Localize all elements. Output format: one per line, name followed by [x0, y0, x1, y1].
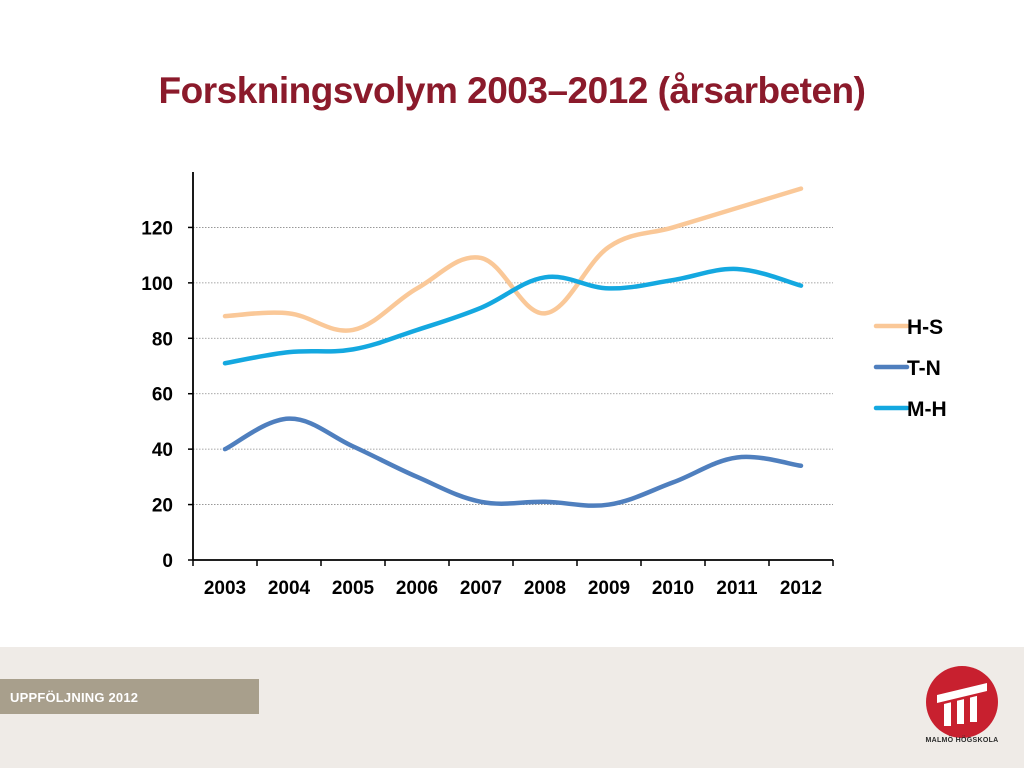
y-tick-label: 60: [152, 385, 173, 406]
x-tick-label: 2006: [396, 578, 438, 599]
x-tick-label: 2008: [524, 578, 566, 599]
x-tick-label: 2011: [716, 578, 758, 599]
footer-label: UPPFÖLJNING 2012: [10, 690, 139, 705]
series-line-m-h: [222, 266, 804, 366]
legend-label-h-s: H-S: [907, 316, 943, 339]
legend-label-m-h: M-H: [907, 398, 947, 421]
y-tick-label: 120: [141, 218, 173, 239]
legend-label-t-n: T-N: [907, 357, 941, 380]
logo-wordmark: MALMÖ HÖGSKOLA: [925, 737, 999, 744]
slide-title: Forskningsvolym 2003–2012 (årsarbeten): [158, 70, 866, 111]
y-tick-label: 40: [152, 440, 173, 461]
y-tick-label: 20: [152, 496, 173, 517]
x-tick-label: 2009: [588, 578, 630, 599]
series-line-h-s: [222, 186, 804, 333]
x-tick-label: 2004: [268, 578, 311, 599]
y-tick-label: 80: [152, 329, 173, 350]
y-tick-label: 0: [162, 551, 173, 572]
malmo-hogskola-logo: [926, 666, 998, 738]
x-tick-label: 2003: [204, 578, 246, 599]
x-tick-label: 2010: [652, 578, 694, 599]
footer-label-band: [0, 679, 259, 714]
y-tick-label: 100: [141, 274, 173, 295]
x-tick-label: 2005: [332, 578, 375, 599]
series-line-t-n: [222, 416, 804, 508]
x-tick-label: 2007: [460, 578, 502, 599]
series-lines: [222, 186, 804, 508]
axes: 0 20 40 60 80 100 120 2003 2004 2005 2006 2007 2008 2…: [141, 172, 834, 599]
legend: H-S T-N M-H: [873, 316, 947, 421]
line-chart: 0 20 40 60 80 100 120 2003 2004 2005 2006 2007 2008 2…: [141, 172, 947, 599]
x-tick-label: 2012: [780, 578, 822, 599]
